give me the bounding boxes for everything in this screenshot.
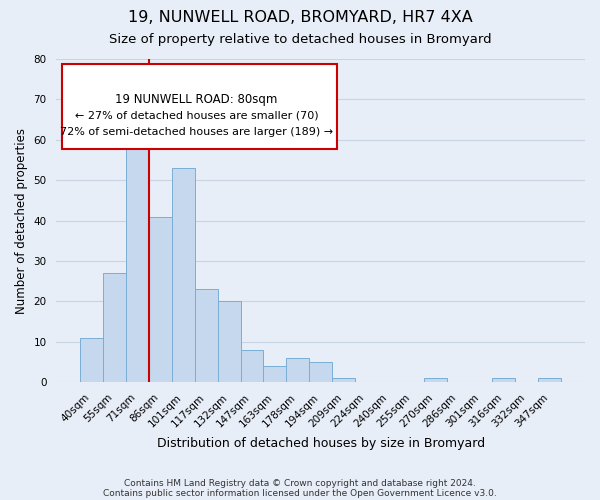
- Bar: [424, 378, 446, 382]
- Bar: [309, 362, 332, 382]
- Bar: [332, 378, 355, 382]
- Text: 19, NUNWELL ROAD, BROMYARD, HR7 4XA: 19, NUNWELL ROAD, BROMYARD, HR7 4XA: [128, 10, 472, 25]
- Bar: [149, 216, 172, 382]
- Text: 19 NUNWELL ROAD: 80sqm: 19 NUNWELL ROAD: 80sqm: [115, 93, 278, 106]
- Bar: [218, 302, 241, 382]
- Text: Contains public sector information licensed under the Open Government Licence v3: Contains public sector information licen…: [103, 488, 497, 498]
- Bar: [263, 366, 286, 382]
- X-axis label: Distribution of detached houses by size in Bromyard: Distribution of detached houses by size …: [157, 437, 485, 450]
- Bar: [286, 358, 309, 382]
- Bar: [103, 273, 126, 382]
- Text: Size of property relative to detached houses in Bromyard: Size of property relative to detached ho…: [109, 32, 491, 46]
- Bar: [195, 289, 218, 382]
- Text: Contains HM Land Registry data © Crown copyright and database right 2024.: Contains HM Land Registry data © Crown c…: [124, 478, 476, 488]
- Bar: [126, 144, 149, 382]
- Text: ← 27% of detached houses are smaller (70): ← 27% of detached houses are smaller (70…: [74, 110, 318, 120]
- Bar: [538, 378, 561, 382]
- Bar: [493, 378, 515, 382]
- FancyBboxPatch shape: [62, 64, 337, 150]
- Bar: [80, 338, 103, 382]
- Bar: [172, 168, 195, 382]
- Bar: [241, 350, 263, 382]
- Text: 72% of semi-detached houses are larger (189) →: 72% of semi-detached houses are larger (…: [60, 126, 333, 136]
- Y-axis label: Number of detached properties: Number of detached properties: [15, 128, 28, 314]
